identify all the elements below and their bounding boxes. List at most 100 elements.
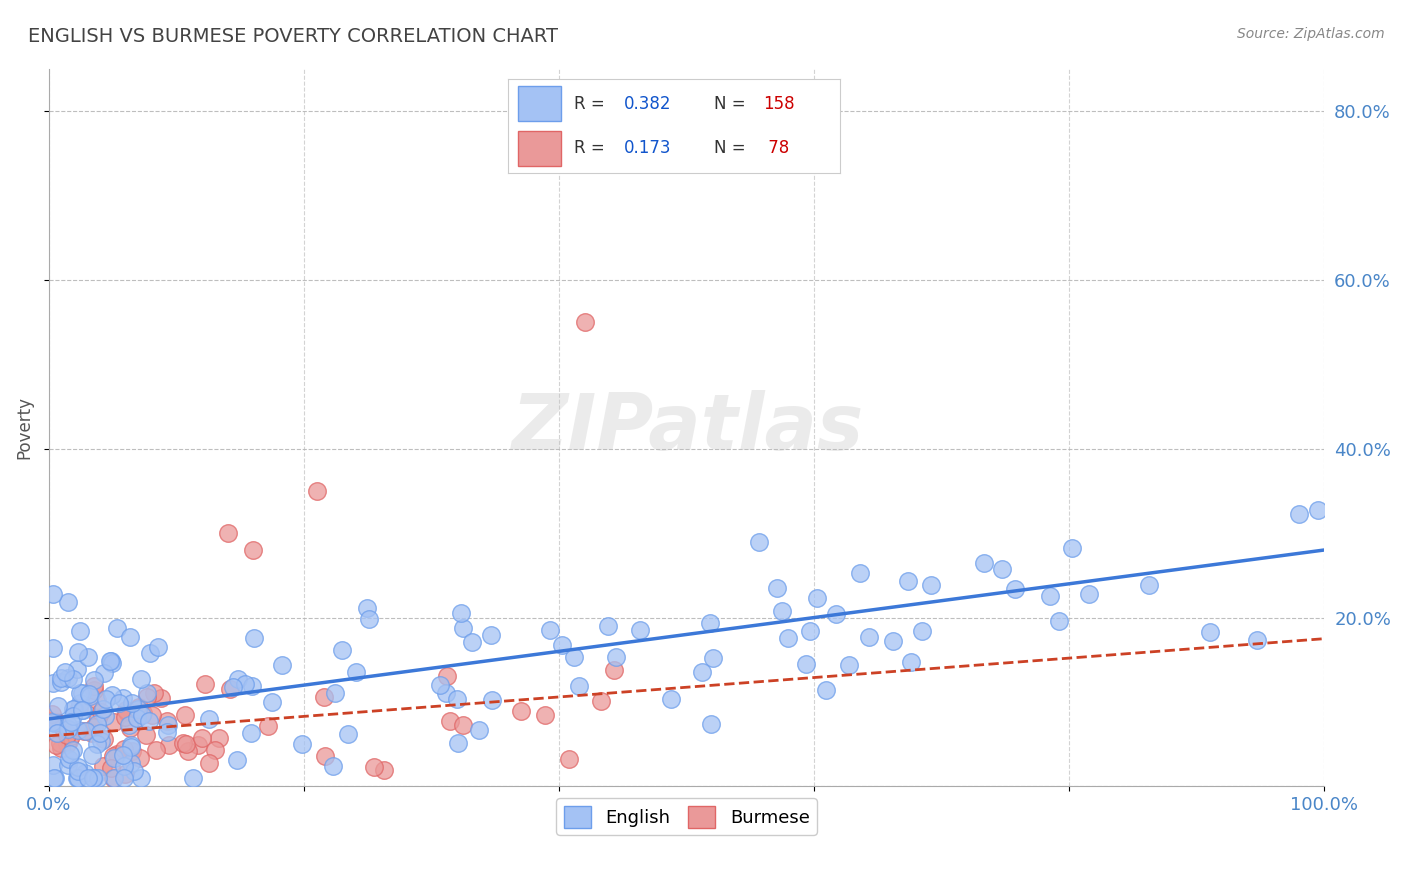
Point	[101, 749, 124, 764]
Point	[305, 483, 328, 498]
Point	[562, 650, 585, 665]
Point	[243, 631, 266, 645]
Y-axis label: Poverty: Poverty	[15, 396, 32, 459]
Point	[436, 668, 458, 682]
Point	[90, 733, 112, 747]
Point	[446, 692, 468, 706]
Point	[991, 562, 1014, 576]
Point	[112, 771, 135, 785]
Point	[100, 762, 122, 776]
Point	[233, 676, 256, 690]
Point	[62, 702, 84, 716]
Point	[56, 718, 79, 732]
Point	[605, 650, 627, 665]
Point	[1077, 587, 1099, 601]
Point	[690, 665, 713, 679]
Point	[42, 715, 65, 730]
Point	[121, 696, 143, 710]
Point	[121, 744, 143, 758]
Legend: English, Burmese: English, Burmese	[557, 798, 817, 835]
Point	[62, 709, 84, 723]
Point	[45, 715, 67, 730]
Point	[111, 691, 134, 706]
Point	[108, 696, 131, 710]
Point	[41, 706, 63, 721]
Point	[65, 662, 87, 676]
Point	[83, 720, 105, 734]
Point	[451, 621, 474, 635]
Point	[157, 739, 180, 753]
Point	[120, 756, 142, 770]
Point	[73, 724, 96, 739]
Point	[120, 630, 142, 644]
Point	[63, 702, 86, 716]
Text: Source: ZipAtlas.com: Source: ZipAtlas.com	[1237, 27, 1385, 41]
Point	[257, 719, 280, 733]
Point	[66, 771, 89, 785]
Point	[174, 708, 197, 723]
Point	[67, 701, 90, 715]
Point	[105, 747, 128, 762]
Point	[222, 681, 245, 695]
Point	[56, 758, 79, 772]
Point	[146, 640, 169, 654]
Point	[172, 736, 194, 750]
Point	[468, 723, 491, 737]
Point	[42, 758, 65, 772]
Point	[41, 714, 63, 729]
Point	[58, 752, 80, 766]
Point	[69, 696, 91, 710]
Point	[129, 751, 152, 765]
Point	[270, 657, 292, 672]
Point	[120, 740, 142, 755]
Point	[242, 543, 264, 558]
Point	[118, 718, 141, 732]
Point	[776, 631, 799, 645]
Point	[131, 707, 153, 722]
Point	[141, 707, 163, 722]
Point	[291, 737, 314, 751]
Point	[75, 723, 97, 738]
Point	[120, 738, 142, 752]
Point	[451, 718, 474, 732]
Point	[558, 752, 581, 766]
Text: ZIPatlas: ZIPatlas	[510, 390, 863, 466]
Point	[52, 721, 75, 735]
Point	[114, 710, 136, 724]
Point	[117, 706, 139, 720]
Point	[799, 624, 821, 638]
Point	[481, 693, 503, 707]
Point	[838, 657, 860, 672]
Point	[103, 771, 125, 785]
Point	[1288, 508, 1310, 522]
Point	[86, 737, 108, 751]
Point	[98, 654, 121, 668]
Point	[89, 725, 111, 739]
Point	[66, 645, 89, 659]
Point	[240, 725, 263, 739]
Point	[131, 771, 153, 785]
Point	[226, 753, 249, 767]
Point	[70, 703, 93, 717]
Point	[568, 679, 591, 693]
Point	[702, 651, 724, 665]
Point	[49, 674, 72, 689]
Point	[332, 643, 354, 657]
Point	[574, 315, 596, 329]
Point	[49, 741, 72, 756]
Point	[101, 771, 124, 785]
Point	[42, 676, 65, 690]
Point	[62, 672, 84, 686]
Point	[128, 699, 150, 714]
Point	[56, 722, 79, 736]
Point	[806, 591, 828, 605]
Point	[149, 690, 172, 705]
Point	[44, 771, 66, 785]
Point	[67, 764, 90, 778]
Point	[260, 695, 283, 709]
Point	[46, 699, 69, 714]
Point	[103, 751, 125, 765]
Point	[900, 655, 922, 669]
Point	[115, 703, 138, 717]
Point	[357, 612, 380, 626]
